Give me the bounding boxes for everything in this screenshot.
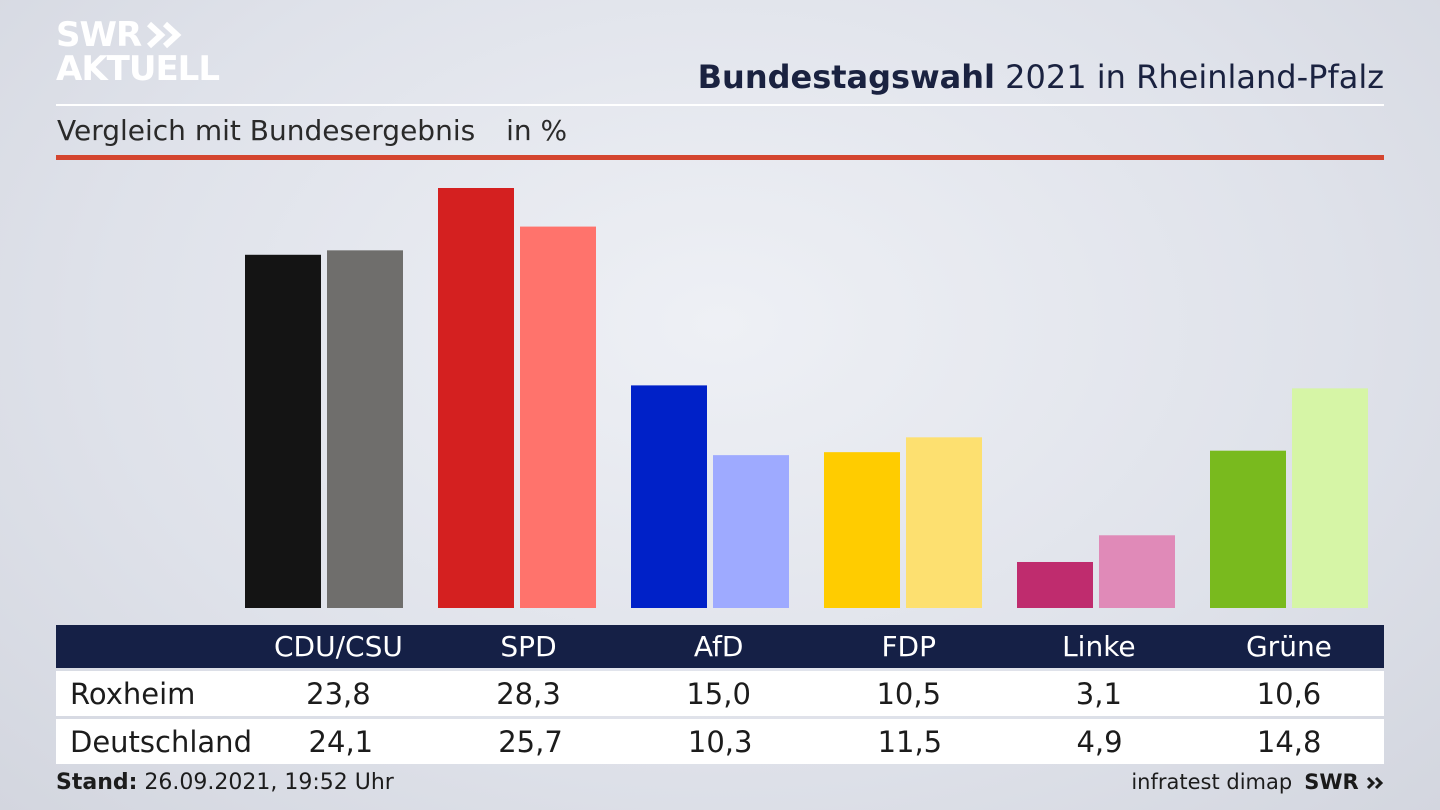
value-cell: 15,0	[686, 676, 751, 711]
value-cell: 10,5	[876, 676, 942, 711]
chart-subtitle: Vergleich mit Bundesergebnis in %	[57, 114, 567, 147]
bar-afd-deutschland	[713, 455, 789, 608]
table-row-deutschland: Deutschland 24,1 25,7 10,3 11,5 4,9 14,8	[56, 719, 1384, 764]
category-label: AfD	[693, 630, 744, 663]
bar-linke-deutschland	[1099, 535, 1175, 608]
value-cell: 28,3	[496, 676, 561, 711]
category-label: CDU/CSU	[273, 630, 403, 663]
stand-label: Stand:	[56, 770, 138, 795]
title-rest: 2021 in Rheinland-Pfalz	[1005, 58, 1384, 96]
category-label: SPD	[500, 630, 557, 663]
value-cell: 23,8	[306, 676, 371, 711]
table-header-row: CDU/CSU SPD AfD FDP Linke Grüne	[56, 625, 1384, 668]
bar-afd-roxheim	[631, 385, 707, 608]
row-label-deutschland: Deutschland	[70, 724, 252, 759]
value-cell: 4,9	[1076, 724, 1123, 759]
swr-aktuell-logo: SWR AKTUELL	[56, 15, 220, 89]
bar-chart	[245, 188, 1368, 608]
table-row-roxheim: Roxheim 23,8 28,3 15,0 10,5 3,1 10,6	[56, 671, 1384, 716]
source-text: infratest dimap	[1131, 770, 1293, 794]
title-bold: Bundestagswahl	[697, 58, 995, 96]
value-cell: 10,3	[687, 724, 753, 759]
value-cell: 25,7	[498, 724, 563, 759]
logo-swr-text: SWR	[56, 15, 142, 55]
category-label: FDP	[881, 630, 937, 663]
page-title: Bundestagswahl 2021 in Rheinland-Pfalz	[698, 58, 1384, 96]
stand-value: 26.09.2021, 19:52 Uhr	[144, 770, 394, 795]
value-cell: 10,6	[1256, 676, 1322, 711]
category-label: Grüne	[1245, 630, 1332, 663]
value-cell: 3,1	[1075, 676, 1122, 711]
value-cell: 24,1	[308, 724, 374, 759]
bar-spd-roxheim	[438, 188, 514, 608]
subtitle-text: Vergleich mit Bundesergebnis	[57, 114, 476, 147]
row-label-roxheim: Roxheim	[70, 676, 196, 711]
bar-gr-ne-roxheim	[1210, 450, 1286, 608]
footer-swr-text: SWR	[1304, 770, 1359, 794]
subtitle-red-rule	[56, 155, 1384, 160]
footer-source: infratest dimap SWR	[1131, 770, 1384, 794]
timestamp: Stand: 26.09.2021, 19:52 Uhr	[56, 770, 394, 795]
value-cell: 14,8	[1256, 724, 1322, 759]
logo-aktuell-text: AKTUELL	[56, 49, 220, 89]
bar-cdu-csu-roxheim	[245, 254, 321, 608]
header-divider	[56, 104, 1384, 106]
bar-cdu-csu-deutschland	[327, 250, 403, 608]
value-cell: 11,5	[877, 724, 943, 759]
footer-chevrons-icon	[1366, 776, 1384, 790]
bar-gr-ne-deutschland	[1292, 388, 1368, 608]
subtitle-unit: in %	[506, 114, 568, 147]
bar-spd-deutschland	[520, 226, 596, 608]
results-table: CDU/CSU SPD AfD FDP Linke Grüne Roxheim 23,8 2…	[56, 625, 1384, 764]
bar-fdp-roxheim	[824, 452, 900, 608]
footer-swr-logo: SWR	[1304, 770, 1384, 794]
category-label: Linke	[1062, 630, 1136, 663]
bar-linke-roxheim	[1017, 561, 1093, 608]
logo-chevrons-icon	[147, 21, 182, 49]
bar-fdp-deutschland	[906, 437, 982, 608]
